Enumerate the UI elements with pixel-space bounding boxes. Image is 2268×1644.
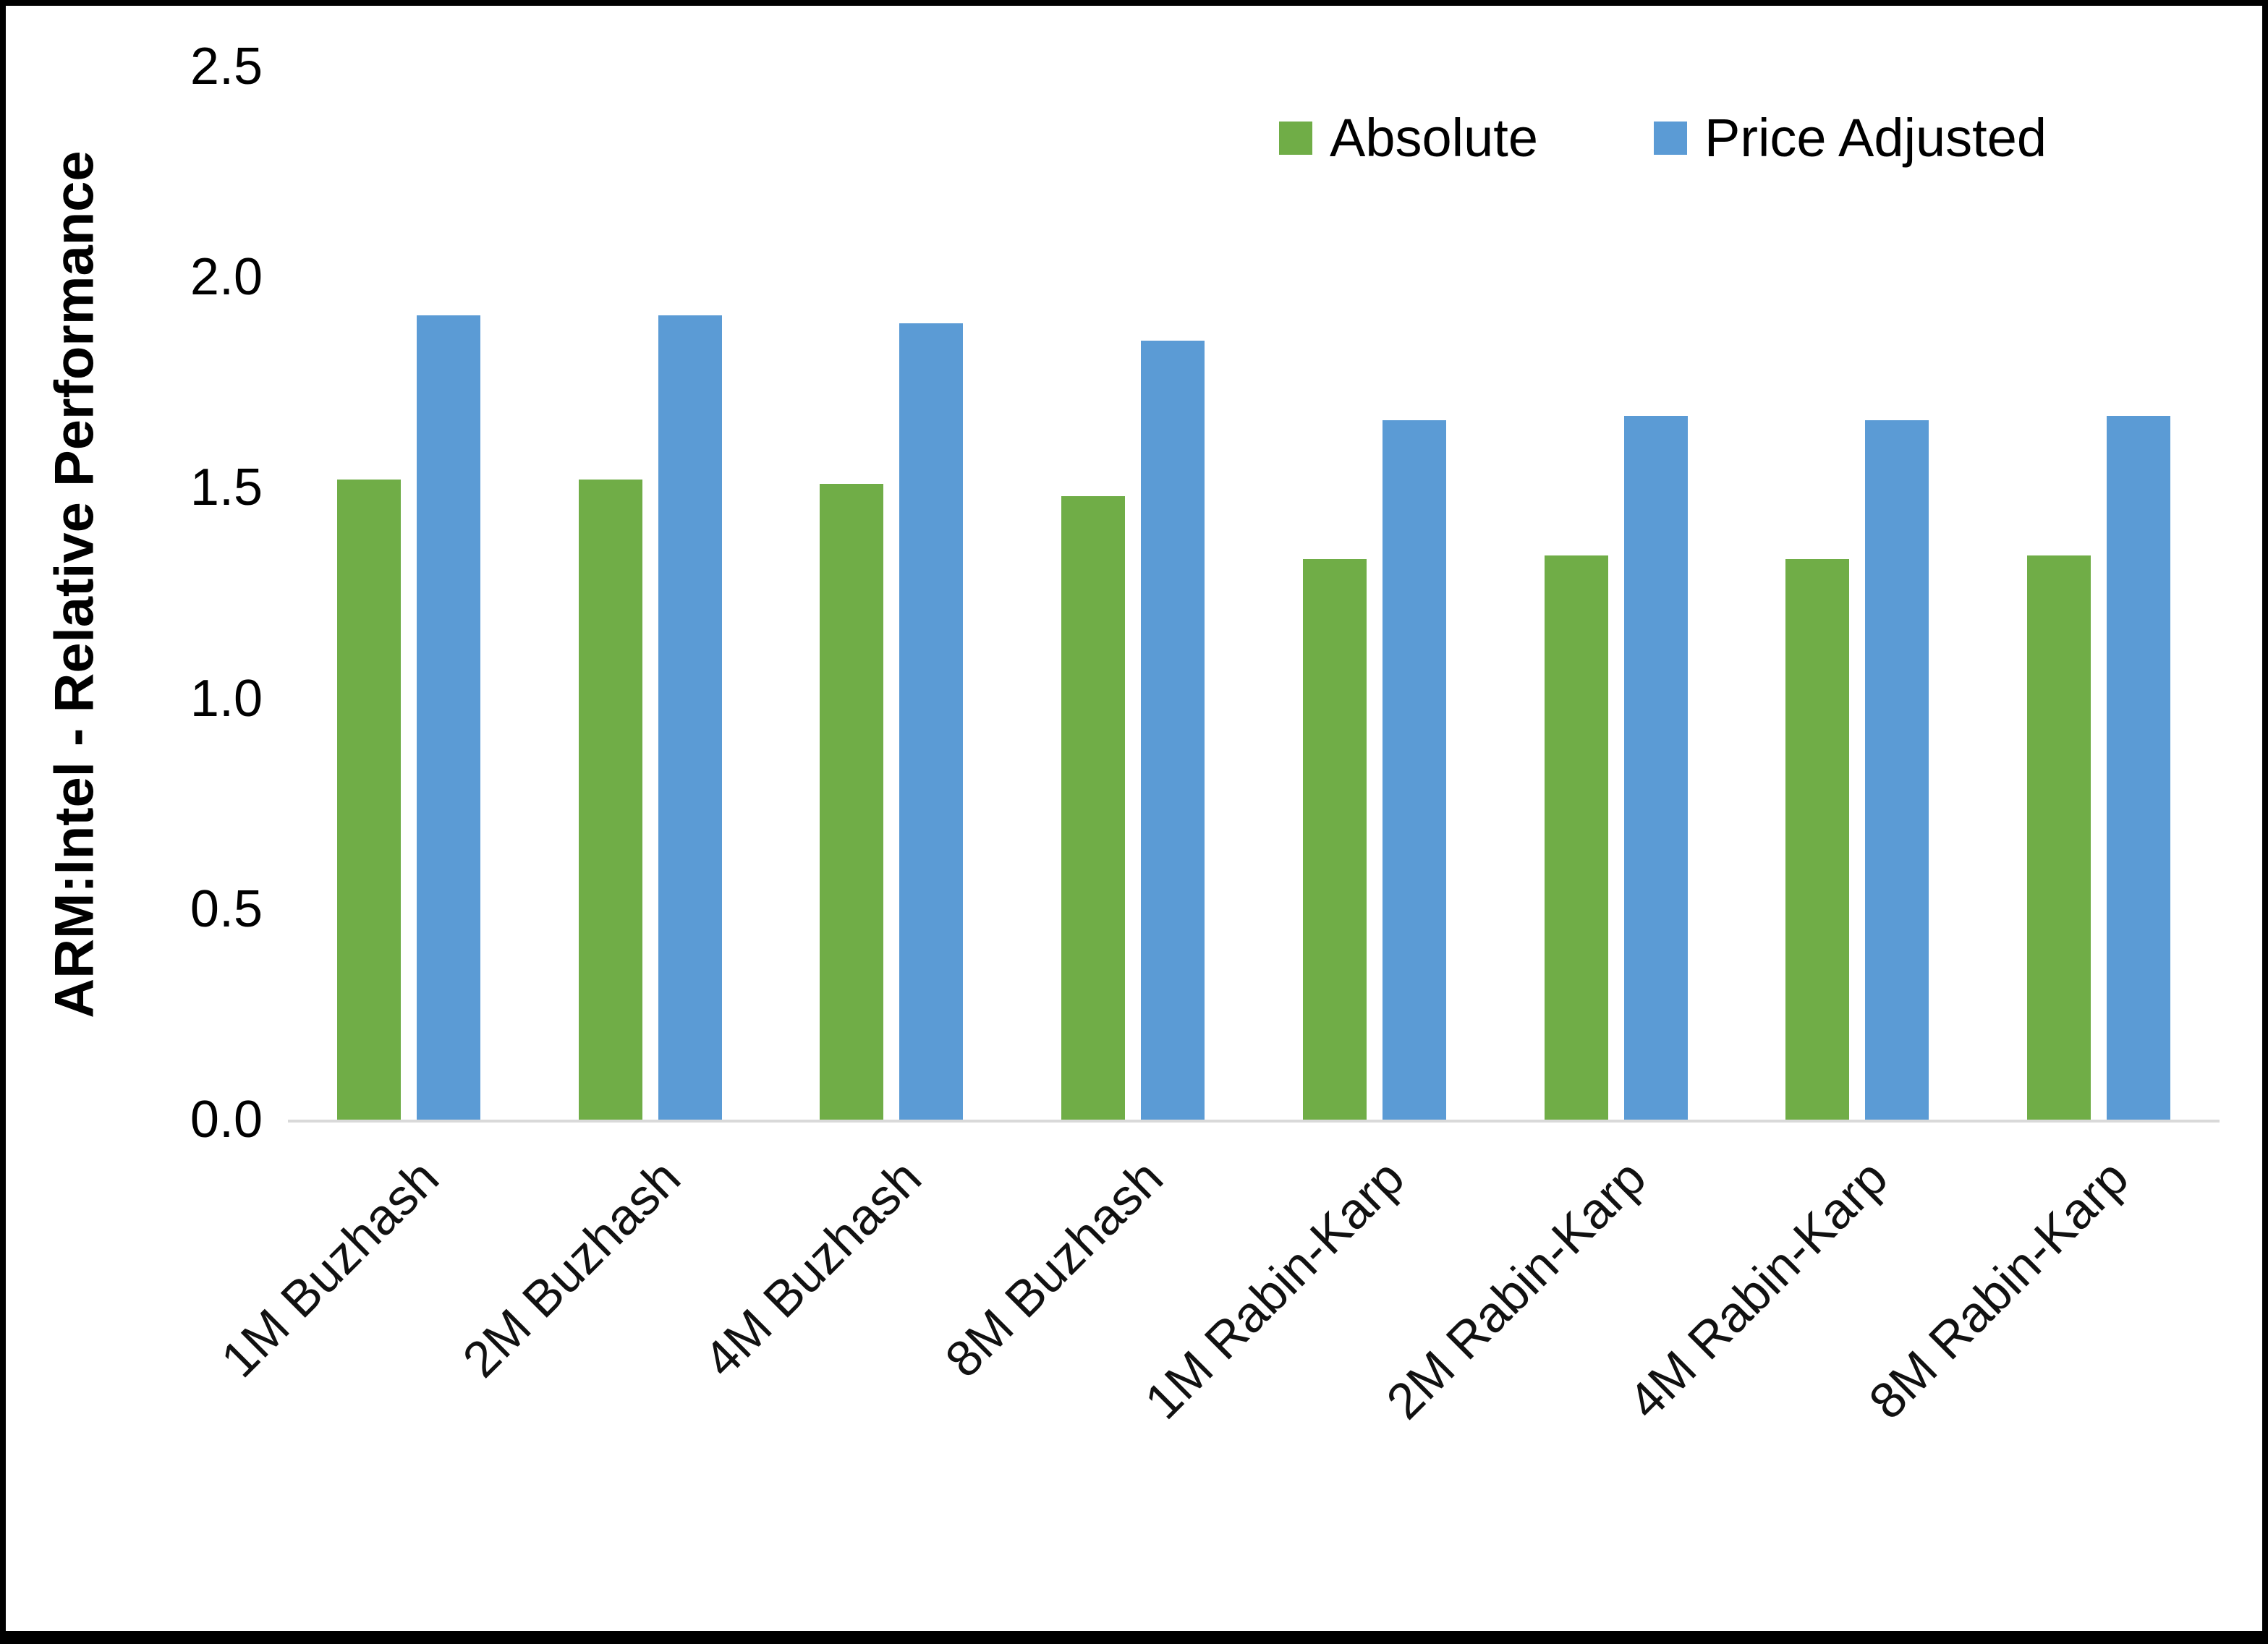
bar-price-adjusted [1382,420,1446,1120]
y-tick-label: 1.5 [190,459,263,517]
bar-group [1737,67,1979,1120]
bar-absolute [1544,555,1608,1120]
bar-absolute [2027,555,2091,1120]
x-label-slot: 8M Rabin-Karp [1859,1141,2220,1546]
bar-price-adjusted [2107,416,2171,1120]
x-tick-label: 1M Buzhash [210,1149,449,1389]
bar-absolute [820,483,884,1120]
bar-absolute [1061,496,1126,1120]
legend-label: Price Adjusted [1704,108,2047,168]
bar-group [1012,67,1254,1120]
bar-price-adjusted [899,323,964,1120]
bar-absolute [1785,559,1850,1120]
bar-group [1254,67,1495,1120]
bar-group [288,67,530,1120]
y-tick-label: 0.0 [190,1091,263,1149]
bar-price-adjusted [658,315,722,1120]
y-tick-label: 1.0 [190,669,263,728]
y-tick-label: 2.5 [190,38,263,95]
plot-area [288,67,2220,1123]
legend-swatch-icon [1279,121,1312,155]
bar-price-adjusted [1141,340,1205,1120]
legend-swatch-icon [1653,121,1687,155]
bar-price-adjusted [1865,420,1929,1120]
bar-absolute [578,479,642,1120]
bar-group [1978,67,2220,1120]
y-tick-label: 0.5 [190,880,263,938]
legend-item: Price Adjusted [1653,107,2047,169]
legend-item: Absolute [1279,107,1538,169]
legend-label: Absolute [1330,108,1538,168]
bar-group [1495,67,1737,1120]
bar-group [771,67,1013,1120]
bar-group [530,67,771,1120]
bar-price-adjusted [416,315,480,1120]
y-axis-title: ARM:Intel - Relative Performance [43,150,106,1018]
bar-absolute [1302,559,1367,1120]
y-tick-label: 2.0 [190,248,263,307]
y-axis-ticks: 0.0 0.5 1.0 1.5 2.0 2.5 [107,38,263,1149]
legend: Absolute Price Adjusted [1279,107,2047,169]
bar-absolute [336,479,401,1120]
x-axis-labels: 1M Buzhash 2M Buzhash 4M Buzhash 8M Buzhash… [210,1141,2220,1546]
bar-price-adjusted [1623,416,1688,1120]
